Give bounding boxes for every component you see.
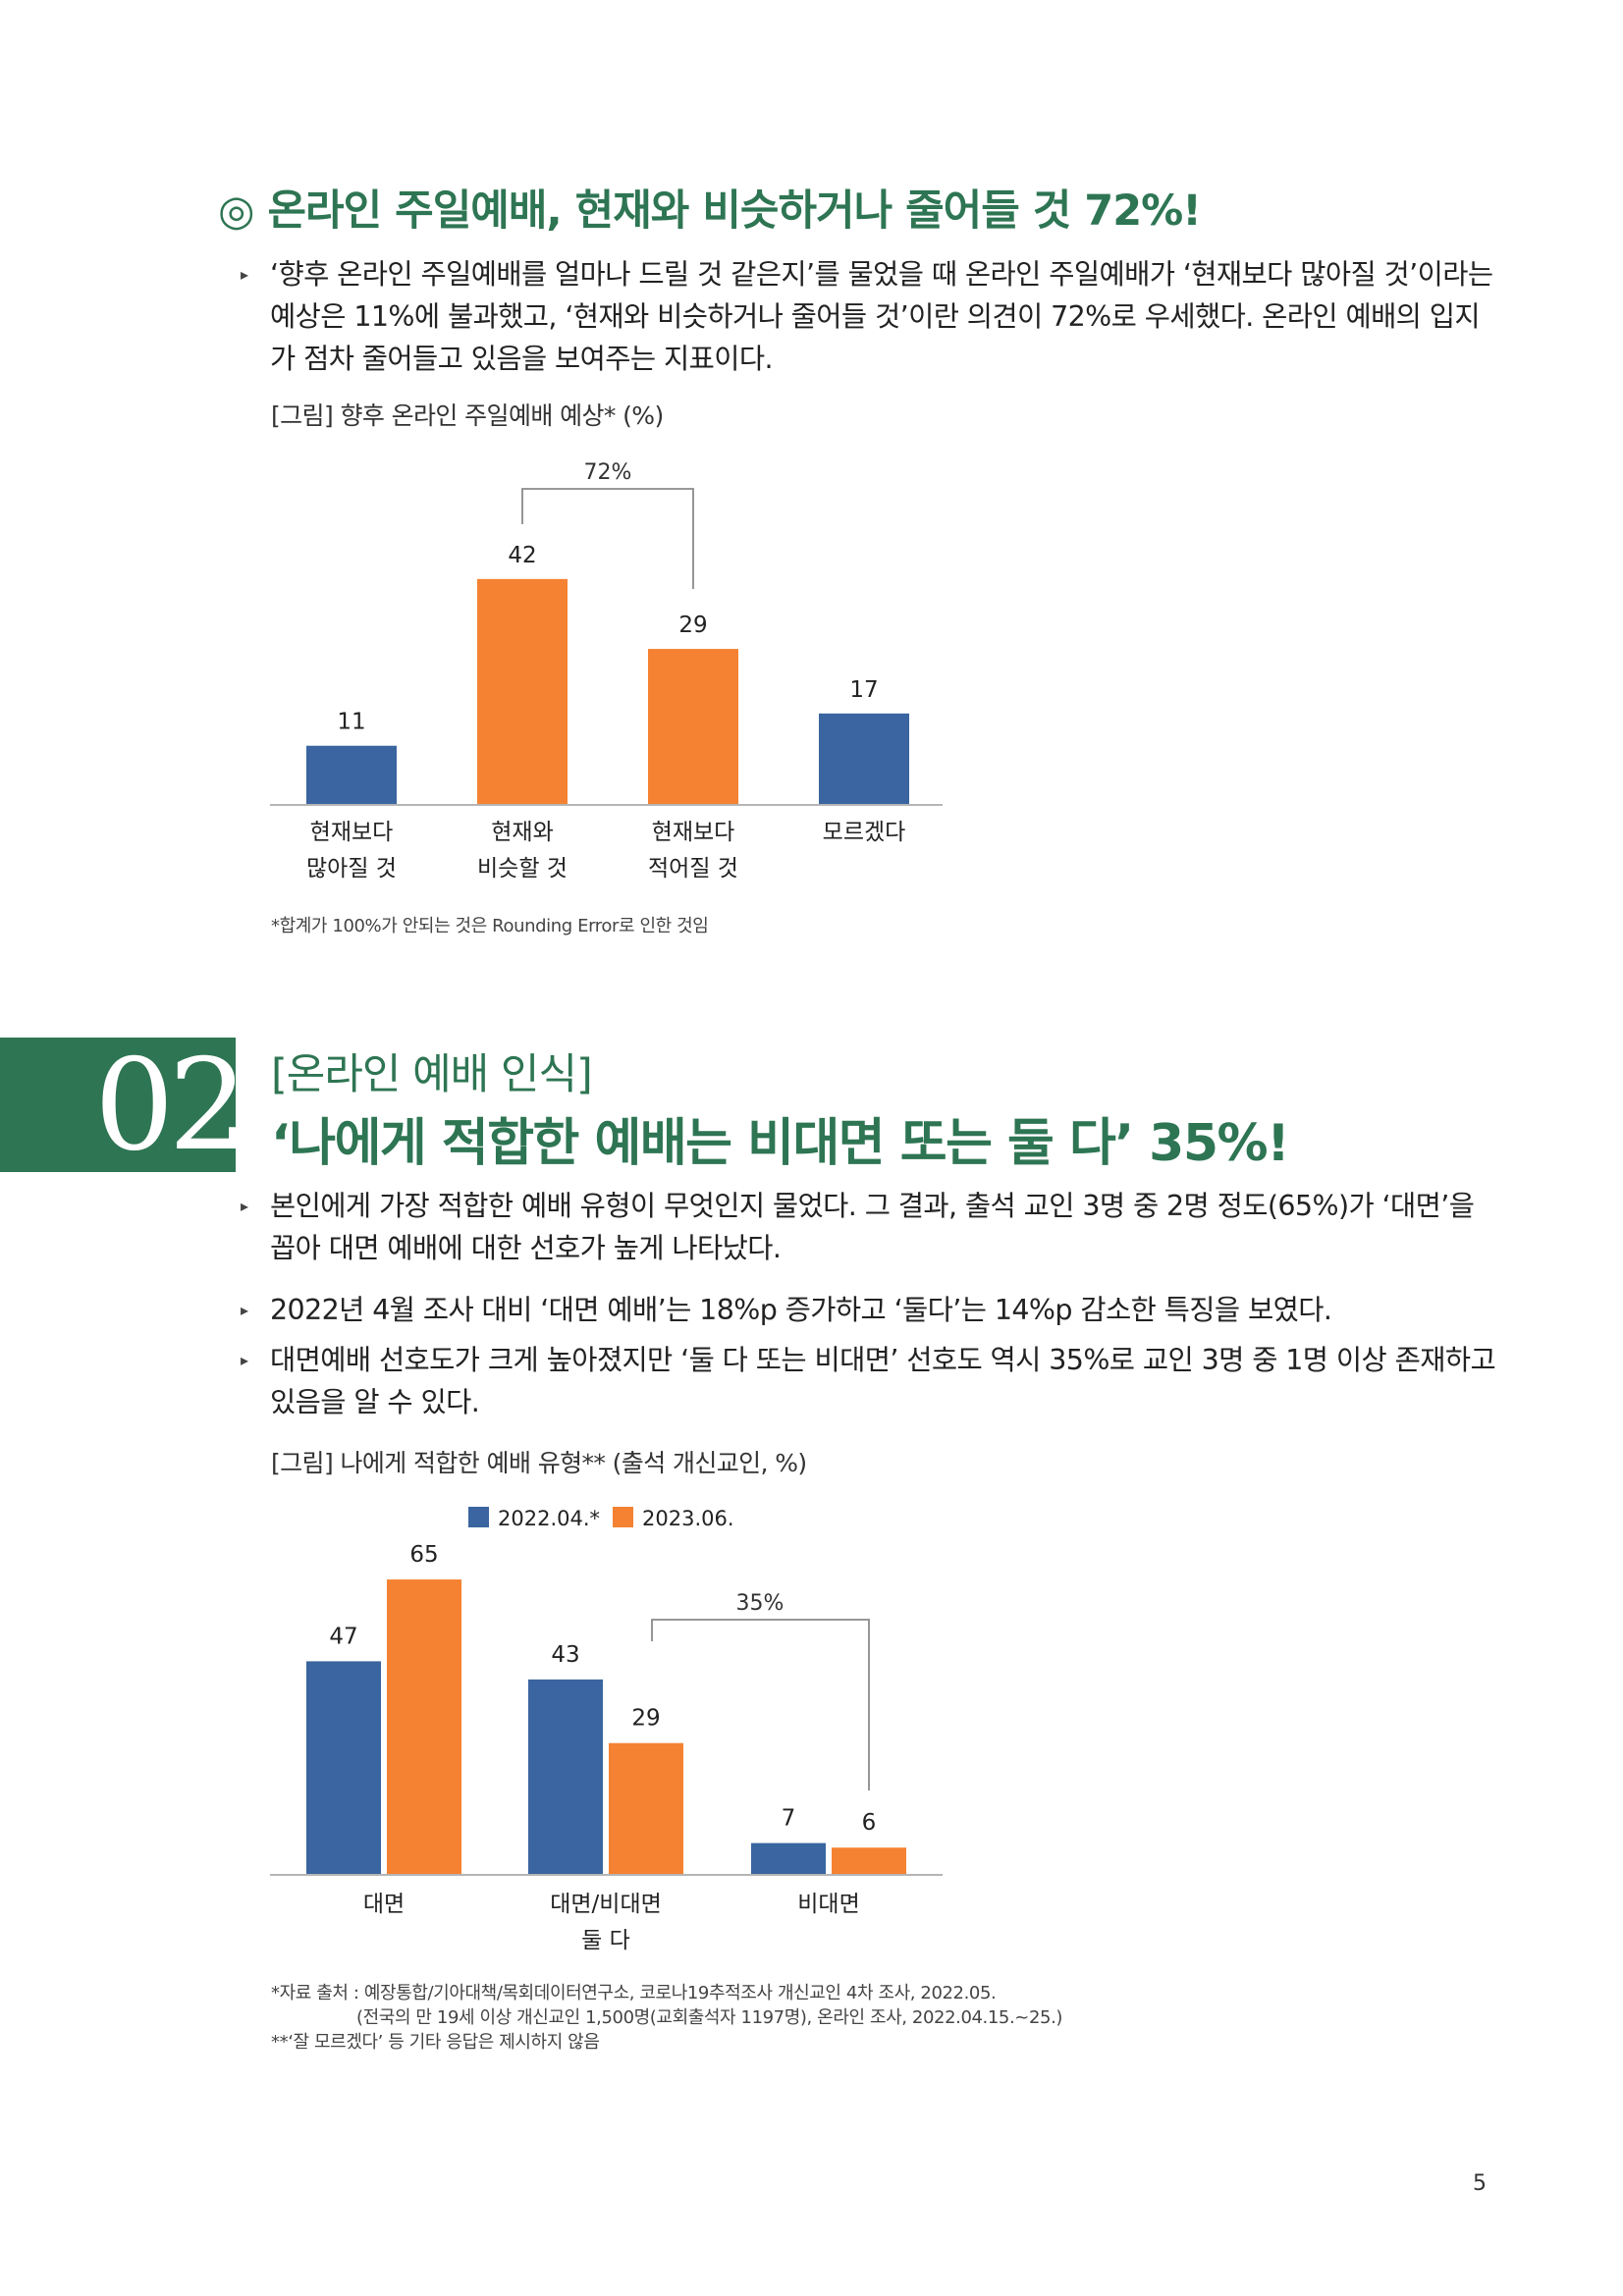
data-label: 7 <box>782 1806 796 1832</box>
data-label: 42 <box>508 543 536 568</box>
section-number: 02 <box>94 1033 248 1179</box>
legend-swatch <box>468 1507 489 1527</box>
bullet-text: 2022년 4월 조사 대비 ‘대면 예배’는 18%p 증가하고 ‘둘다’는 … <box>270 1294 1332 1326</box>
bar <box>609 1742 683 1875</box>
source-note: *자료 출처 : 예장통합/기아대책/목회데이터연구소, 코로나19추적조사 개… <box>271 1983 997 2003</box>
section-heading: ‘나에게 적합한 예배는 비대면 또는 둘 다’ 35%! <box>271 1114 1290 1173</box>
bullet-marker-icon: ▸ <box>241 1351 248 1369</box>
legend-swatch <box>613 1507 633 1527</box>
bracket-label: 72% <box>584 460 632 485</box>
data-label: 47 <box>329 1624 357 1649</box>
bar <box>387 1579 461 1875</box>
bullet-paragraph: ▸ 본인에게 가장 적합한 예배 유형이 무엇인지 물었다. 그 결과, 출석 … <box>241 1185 1497 1269</box>
data-label: 65 <box>409 1542 438 1568</box>
bullet-marker-icon: ▸ <box>241 1197 248 1215</box>
chart-bracket <box>521 488 694 589</box>
data-label: 29 <box>631 1706 660 1732</box>
section-number-block <box>0 1038 236 1172</box>
bullet-marker-icon: ▸ <box>241 1301 248 1319</box>
source-note: (전국의 만 19세 이상 개신교인 1,500명(교회출석자 1197명), … <box>356 2007 1063 2028</box>
data-label: 43 <box>551 1642 579 1668</box>
bar <box>306 1661 381 1875</box>
chart-bracket <box>651 1619 870 1790</box>
x-tick-label: 비대면 <box>797 1892 859 1917</box>
figure-caption: [그림] 나에게 적합한 예배 유형** (출석 개신교인, %) <box>271 1449 807 1477</box>
data-label: 6 <box>862 1810 877 1836</box>
figure-caption: [그림] 향후 온라인 주일예배 예상* (%) <box>271 401 664 430</box>
bullet-text: 대면예배 선호도가 크게 높아졌지만 ‘둘 다 또는 비대면’ 선호도 역시 3… <box>270 1344 1496 1418</box>
bullet-paragraph: ▸ 2022년 4월 조사 대비 ‘대면 예배’는 18%p 증가하고 ‘둘다’… <box>241 1289 1497 1331</box>
section-heading: ◎ 온라인 주일예배, 현재와 비슷하거나 줄어들 것 72%! <box>218 187 1202 236</box>
data-label: 11 <box>337 710 365 735</box>
x-tick-label: 현재보다 적어질 것 <box>648 820 738 881</box>
bullet-text: 본인에게 가장 적합한 예배 유형이 무엇인지 물었다. 그 결과, 출석 교인… <box>270 1190 1475 1264</box>
x-tick-label: 현재와 비슷할 것 <box>477 820 568 881</box>
bar <box>477 578 568 805</box>
footnote: *합계가 100%가 안되는 것은 Rounding Error로 인한 것임 <box>271 916 709 936</box>
x-tick-label: 현재보다 많아질 것 <box>306 820 397 881</box>
chart-suitable-worship-type: 2022.04.* 2023.06. 47 43 7 65 29 6 대면 대면/비대면 둘 다… <box>270 1507 943 1953</box>
bullet-paragraph: ▸ 대면예배 선호도가 크게 높아졌지만 ‘둘 다 또는 비대면’ 선호도 역시… <box>241 1339 1497 1423</box>
section-subtitle: [온라인 예배 인식] <box>271 1050 593 1099</box>
bar <box>751 1842 826 1875</box>
bar <box>306 745 397 805</box>
bullet-paragraph: ▸ ‘향후 온라인 주일예배를 얼마나 드릴 것 같은지’를 물었을 때 온라인… <box>241 253 1497 380</box>
source-note: **‘잘 모르겠다’ 등 기타 응답은 제시하지 않음 <box>271 2032 600 2053</box>
data-label: 17 <box>849 677 878 703</box>
x-tick-label: 대면 <box>363 1892 405 1917</box>
bullet-text: ‘향후 온라인 주일예배를 얼마나 드릴 것 같은지’를 물었을 때 온라인 주… <box>270 258 1493 375</box>
data-label: 29 <box>678 613 707 638</box>
bracket-label: 35% <box>736 1591 784 1616</box>
bar <box>819 713 909 805</box>
bar <box>528 1679 603 1875</box>
x-tick-label: 대면/비대면 둘 다 <box>550 1892 662 1953</box>
legend-label: 2023.06. <box>642 1507 734 1530</box>
page-number: 5 <box>1473 2171 1487 2196</box>
bullet-marker-icon: ▸ <box>241 265 248 284</box>
legend-label: 2022.04.* <box>498 1507 600 1530</box>
bar <box>648 649 738 805</box>
x-tick-label: 모르겠다 <box>823 820 906 845</box>
bar <box>832 1847 906 1875</box>
